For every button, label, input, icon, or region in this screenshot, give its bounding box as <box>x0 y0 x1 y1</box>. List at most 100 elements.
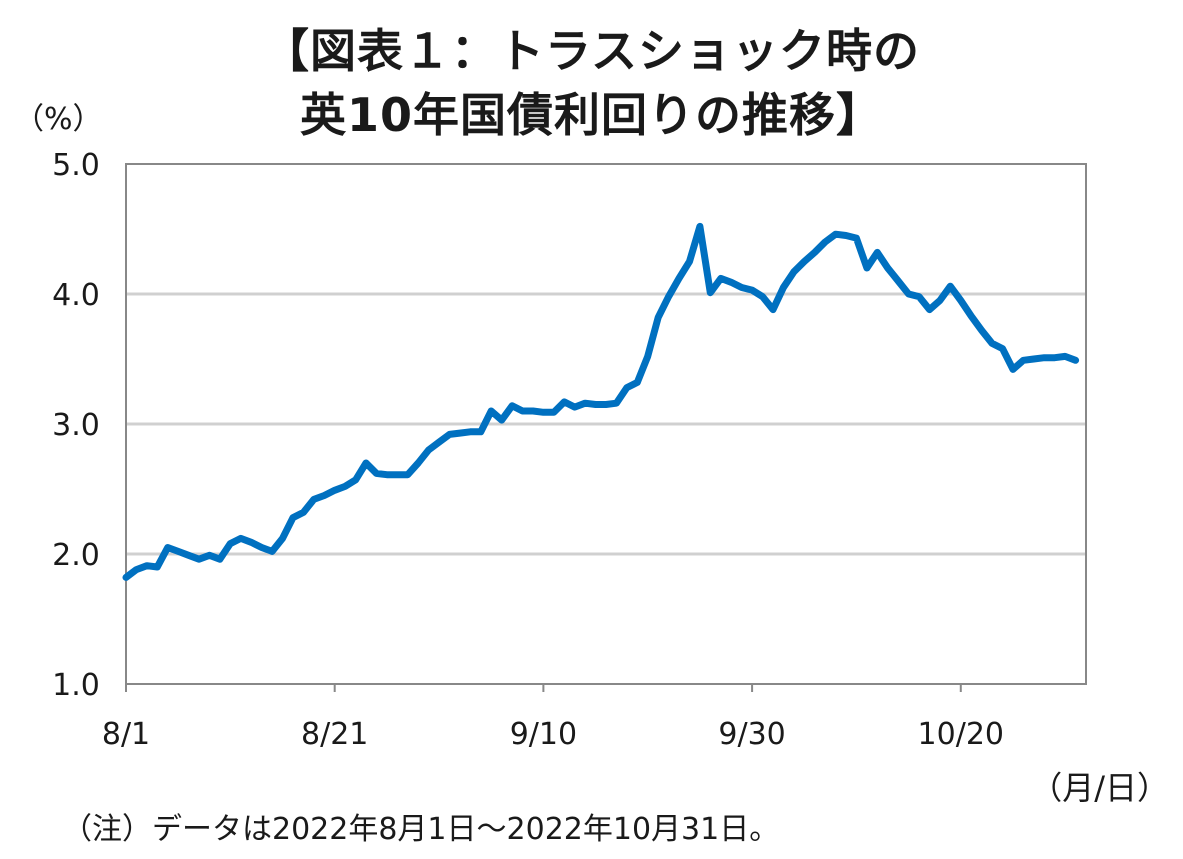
data-point <box>647 355 649 357</box>
x-tick-label: 8/1 <box>102 717 150 752</box>
data-point <box>772 309 774 311</box>
data-point <box>949 285 951 287</box>
data-point <box>553 411 555 413</box>
data-point <box>688 261 690 262</box>
data-point <box>198 558 200 560</box>
chart-title-line-2: 英10年国債利回りの推移】 <box>299 88 883 142</box>
data-point <box>845 235 847 236</box>
y-tick-label: 1.0 <box>52 668 100 703</box>
series-line-0 <box>122 222 1080 581</box>
data-point <box>605 404 607 405</box>
data-point <box>365 462 367 464</box>
x-tick-label: 9/10 <box>510 717 577 752</box>
data-point <box>240 537 242 539</box>
data-point <box>939 300 941 301</box>
data-point <box>615 402 617 404</box>
data-point <box>219 558 221 560</box>
data-point <box>511 405 513 407</box>
data-point <box>928 309 930 311</box>
y-tick-label: 5.0 <box>52 148 100 183</box>
data-point <box>459 432 461 434</box>
data-point <box>970 315 972 317</box>
data-point <box>657 316 659 318</box>
data-point <box>501 419 503 421</box>
data-point <box>574 406 576 408</box>
data-point <box>584 402 586 404</box>
data-point <box>636 381 638 383</box>
y-tick-label: 4.0 <box>52 278 100 313</box>
data-point <box>480 431 482 433</box>
data-point <box>803 261 805 262</box>
data-point <box>271 550 273 552</box>
data-point <box>793 271 795 273</box>
data-point <box>417 462 419 464</box>
data-point <box>741 287 743 288</box>
y-tick-label: 2.0 <box>52 538 100 573</box>
data-point <box>135 569 137 571</box>
x-tick-label: 8/21 <box>301 717 368 752</box>
data-point <box>908 293 910 295</box>
data-point <box>866 267 868 269</box>
data-point <box>626 387 628 389</box>
data-point <box>292 517 294 519</box>
data-point <box>1002 348 1004 350</box>
data-point <box>323 495 325 496</box>
data-point <box>782 287 784 288</box>
data-point <box>386 474 388 476</box>
data-point <box>208 554 210 556</box>
data-point <box>428 449 430 451</box>
data-point <box>355 479 357 481</box>
x-tick-label: 10/20 <box>918 717 1004 752</box>
data-point <box>668 296 670 298</box>
data-point <box>156 566 158 568</box>
data-point <box>709 292 711 294</box>
data-point <box>824 241 826 243</box>
data-point <box>282 537 284 539</box>
data-point <box>887 267 889 269</box>
data-point <box>344 485 346 487</box>
footnote: （注）データは2022年8月1日～2022年10月31日。 <box>62 812 780 847</box>
data-point <box>1043 357 1045 359</box>
data-point <box>751 289 753 291</box>
data-point <box>490 410 492 412</box>
data-point <box>1064 355 1066 357</box>
data-point <box>981 329 983 331</box>
data-point <box>595 404 597 405</box>
data-point <box>563 401 565 403</box>
data-point <box>855 237 857 239</box>
data-point <box>918 296 920 298</box>
data-point <box>1033 358 1035 360</box>
data-point <box>730 281 732 283</box>
data-point <box>960 300 962 301</box>
data-point <box>469 431 471 433</box>
data-point <box>762 296 764 298</box>
y-tick-label: 3.0 <box>52 408 100 443</box>
data-point <box>407 474 409 476</box>
x-tick-label: 9/30 <box>718 717 785 752</box>
plot-frame <box>125 163 1087 685</box>
data-point <box>125 576 127 578</box>
data-point <box>448 433 450 435</box>
data-point <box>177 550 179 552</box>
data-point <box>1022 359 1024 361</box>
data-point <box>532 410 534 412</box>
data-point <box>991 342 993 344</box>
data-point <box>1012 368 1014 370</box>
data-point <box>146 565 148 567</box>
chart-title-line-1: 【図表１：トラスショック時の <box>262 24 921 78</box>
data-point <box>438 441 440 443</box>
data-point <box>678 277 680 279</box>
data-point <box>720 277 722 279</box>
x-axis-unit-label: （月/日） <box>1030 769 1169 807</box>
data-point <box>814 251 816 253</box>
data-point <box>699 225 701 227</box>
data-point <box>188 554 190 556</box>
data-point <box>835 233 837 235</box>
data-point <box>1075 359 1077 361</box>
data-point <box>1054 357 1056 359</box>
data-point <box>302 511 304 513</box>
data-point <box>375 472 377 474</box>
y-axis-unit-label: （%） <box>14 102 103 137</box>
data-point <box>334 489 336 491</box>
